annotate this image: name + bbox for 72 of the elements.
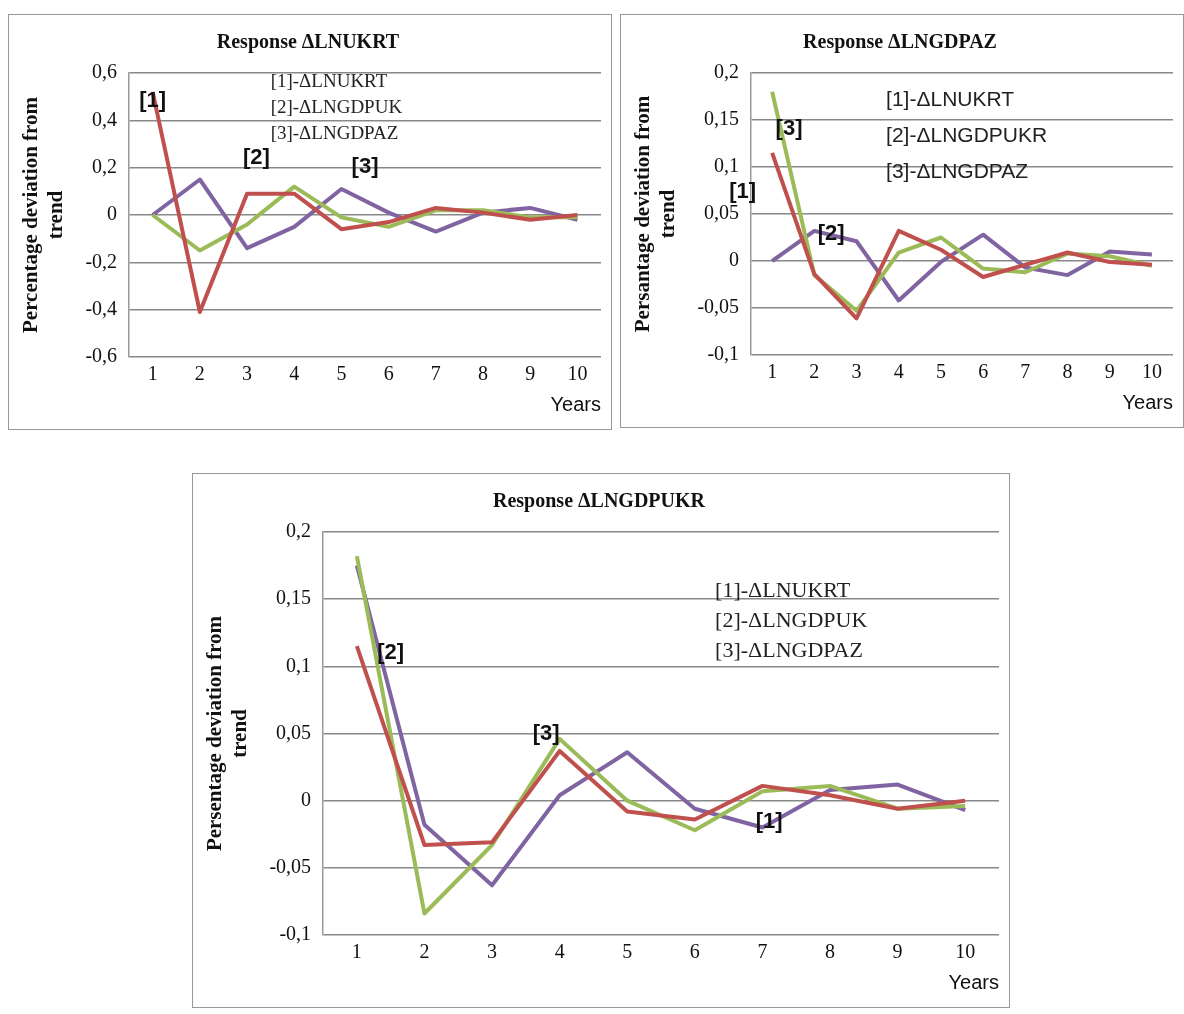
y-tick-label: -0,2: [85, 249, 118, 272]
annotation: [3]-ΔLNGDPAZ: [886, 159, 1029, 183]
y-tick-label: 0,05: [276, 720, 312, 743]
y-tick-label: 0: [729, 248, 740, 271]
x-tick-label: 4: [554, 940, 565, 963]
x-tick-label: 6: [383, 362, 394, 385]
x-tick-label: 8: [825, 940, 836, 963]
y-tick-label: 0,15: [704, 107, 740, 130]
annotation: [3]-ΔLNGDPAZ: [715, 637, 863, 663]
y-tick-label: -0,1: [707, 342, 740, 365]
x-tick-label: 4: [893, 360, 904, 383]
y-tick-label: 0,1: [714, 154, 740, 177]
annotation: [2]-ΔLNGDPUKR: [886, 123, 1048, 147]
x-tick-label: 5: [622, 940, 633, 963]
y-tick-label: 0,1: [286, 653, 312, 676]
annotation: [2]-ΔLNGDPUK: [270, 96, 403, 118]
annotation: [1]-ΔLNUKRT: [715, 577, 851, 603]
x-tick-label: 3: [242, 362, 253, 385]
x-tick-label: 5: [336, 362, 347, 385]
annotation: [3]: [532, 719, 560, 745]
x-tick-label: 10: [955, 940, 976, 963]
x-tick-label: 10: [567, 362, 588, 385]
x-tick-label: 4: [289, 362, 300, 385]
y-tick-label: -0,1: [279, 922, 312, 945]
x-tick-label: 6: [978, 360, 989, 383]
x-tick-label: 5: [935, 360, 946, 383]
x-tick-label: 7: [430, 362, 441, 385]
y-tick-label: 0: [301, 787, 312, 810]
x-axis-title: Years: [948, 970, 999, 993]
y-tick-label: 0,2: [286, 519, 312, 542]
y-tick-label: 0,4: [92, 107, 118, 130]
x-tick-label: 2: [194, 362, 205, 385]
x-tick-label: 1: [147, 362, 158, 385]
x-tick-label: 2: [809, 360, 820, 383]
y-axis-title: Persentage deviation from trend: [202, 615, 252, 852]
x-tick-label: 8: [478, 362, 489, 385]
y-tick-label: -0,05: [697, 295, 740, 318]
y-tick-label: -0,6: [85, 344, 118, 367]
x-tick-label: 3: [487, 940, 498, 963]
x-tick-label: 9: [1104, 360, 1115, 383]
chart-title: Response ΔLNGDPUKR: [493, 489, 706, 513]
y-tick-label: -0,4: [85, 296, 118, 319]
x-tick-label: 1: [767, 360, 778, 383]
y-tick-label: 0,15: [276, 586, 312, 609]
x-tick-label: 1: [351, 940, 362, 963]
annotation: [1]: [729, 177, 757, 203]
x-tick-label: 6: [689, 940, 700, 963]
x-tick-label: 10: [1141, 360, 1162, 383]
x-tick-label: 7: [1020, 360, 1031, 383]
x-tick-label: 9: [892, 940, 903, 963]
annotation: [2]: [243, 144, 270, 170]
y-tick-label: 0: [107, 202, 118, 225]
x-tick-label: 9: [525, 362, 536, 385]
x-axis-title: Years: [1122, 390, 1173, 413]
y-axis-title: Persantage deviation from trend: [630, 95, 680, 333]
y-tick-label: 0,2: [714, 60, 740, 83]
x-tick-label: 7: [757, 940, 768, 963]
chart-title: Response ΔLNUKRT: [216, 30, 400, 54]
x-tick-label: 3: [851, 360, 862, 383]
annotation: [3]-ΔLNGDPAZ: [270, 122, 399, 144]
y-tick-label: 0,2: [92, 154, 118, 177]
y-tick-label: -0,05: [269, 855, 312, 878]
chart-title: Response ΔLNGDPAZ: [803, 30, 997, 54]
y-tick-label: 0,6: [92, 60, 118, 83]
annotation: [3]: [351, 152, 379, 178]
annotation: [1]-ΔLNUKRT: [886, 87, 1015, 111]
annotation: [1]-ΔLNUKRT: [270, 70, 388, 92]
y-axis-title: Percentage deviation from trend: [18, 96, 68, 333]
annotation: [2]-ΔLNGDPUK: [715, 607, 868, 633]
x-tick-label: 8: [1062, 360, 1073, 383]
x-tick-label: 2: [419, 940, 430, 963]
x-axis-title: Years: [550, 392, 601, 415]
